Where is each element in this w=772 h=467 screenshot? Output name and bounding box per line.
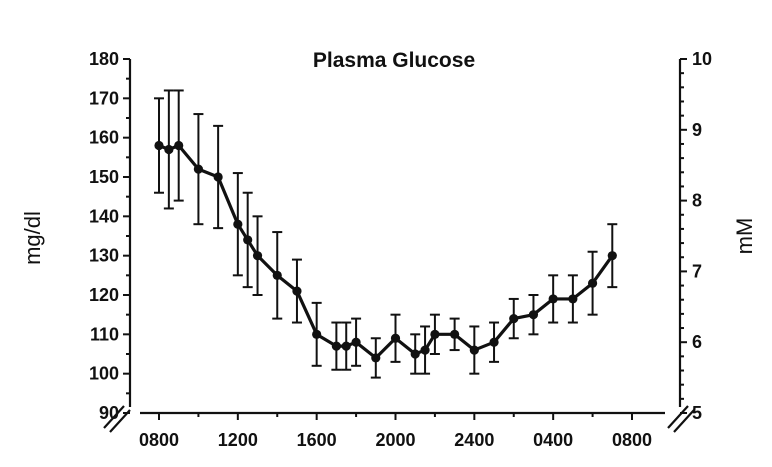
y2-tick-label: 5 (692, 403, 702, 423)
error-bars (154, 89, 618, 379)
data-point (607, 251, 617, 261)
data-point (154, 140, 164, 151)
x-tick-label: 1600 (297, 430, 337, 450)
data-point (420, 345, 430, 355)
right-axis-ticks: 5 6 7 8 9 10 (680, 49, 712, 423)
data-point (410, 349, 420, 359)
axes (103, 59, 695, 433)
y2-tick-label: 6 (692, 332, 702, 352)
data-point (164, 144, 174, 155)
y2-axis-title: mM (732, 218, 757, 255)
right-axis-break (667, 405, 695, 433)
glucose-series (154, 140, 617, 363)
data-point (528, 310, 539, 320)
x-axis-ticks: 0800 1200 1600 2000 2400 0400 0800 (139, 413, 652, 450)
data-point (568, 294, 578, 304)
x-tick-label: 0400 (533, 430, 573, 450)
x-tick-label: 0800 (612, 430, 652, 450)
data-point (469, 345, 479, 355)
y-tick-label: 130 (89, 246, 119, 266)
series-line (158, 143, 614, 360)
y-axis-title: mg/dl (20, 211, 45, 265)
data-point (312, 329, 322, 339)
data-point (252, 251, 263, 261)
data-point (213, 172, 223, 182)
data-point (341, 341, 351, 351)
data-point (548, 294, 558, 304)
x-tick-label: 0800 (139, 430, 179, 450)
y-tick-label: 150 (89, 167, 119, 187)
data-point (450, 329, 460, 339)
data-point (233, 219, 243, 229)
y-tick-label: 170 (89, 88, 119, 108)
x-tick-label: 2400 (454, 430, 494, 450)
y2-tick-label: 9 (692, 120, 702, 140)
y-tick-label: 110 (90, 324, 119, 344)
y-tick-label: 100 (89, 364, 119, 384)
data-point (331, 341, 341, 351)
y-tick-label: 140 (89, 206, 119, 226)
y-tick-label: 180 (89, 49, 119, 69)
data-point (272, 270, 282, 280)
data-point (430, 329, 440, 339)
data-point (509, 314, 519, 324)
data-point (292, 286, 302, 296)
y2-tick-label: 7 (692, 261, 702, 281)
data-point (243, 235, 253, 245)
data-point (351, 337, 361, 347)
y2-tick-label: 8 (692, 191, 702, 211)
data-point (587, 278, 598, 288)
y2-tick-label: 10 (692, 49, 712, 69)
x-tick-label: 2000 (375, 430, 415, 450)
y-tick-label: 120 (89, 285, 119, 305)
left-axis-ticks: 90 100 110 120 130 140 150 160 170 180 (89, 49, 130, 423)
data-point (174, 140, 184, 151)
y-tick-label: 90 (99, 403, 119, 423)
chart-title: Plasma Glucose (313, 49, 475, 72)
data-point (489, 337, 499, 347)
x-tick-label: 1200 (218, 430, 258, 450)
data-point (371, 353, 381, 363)
y-tick-label: 160 (89, 128, 119, 148)
data-point (193, 164, 204, 174)
data-point (390, 333, 401, 343)
